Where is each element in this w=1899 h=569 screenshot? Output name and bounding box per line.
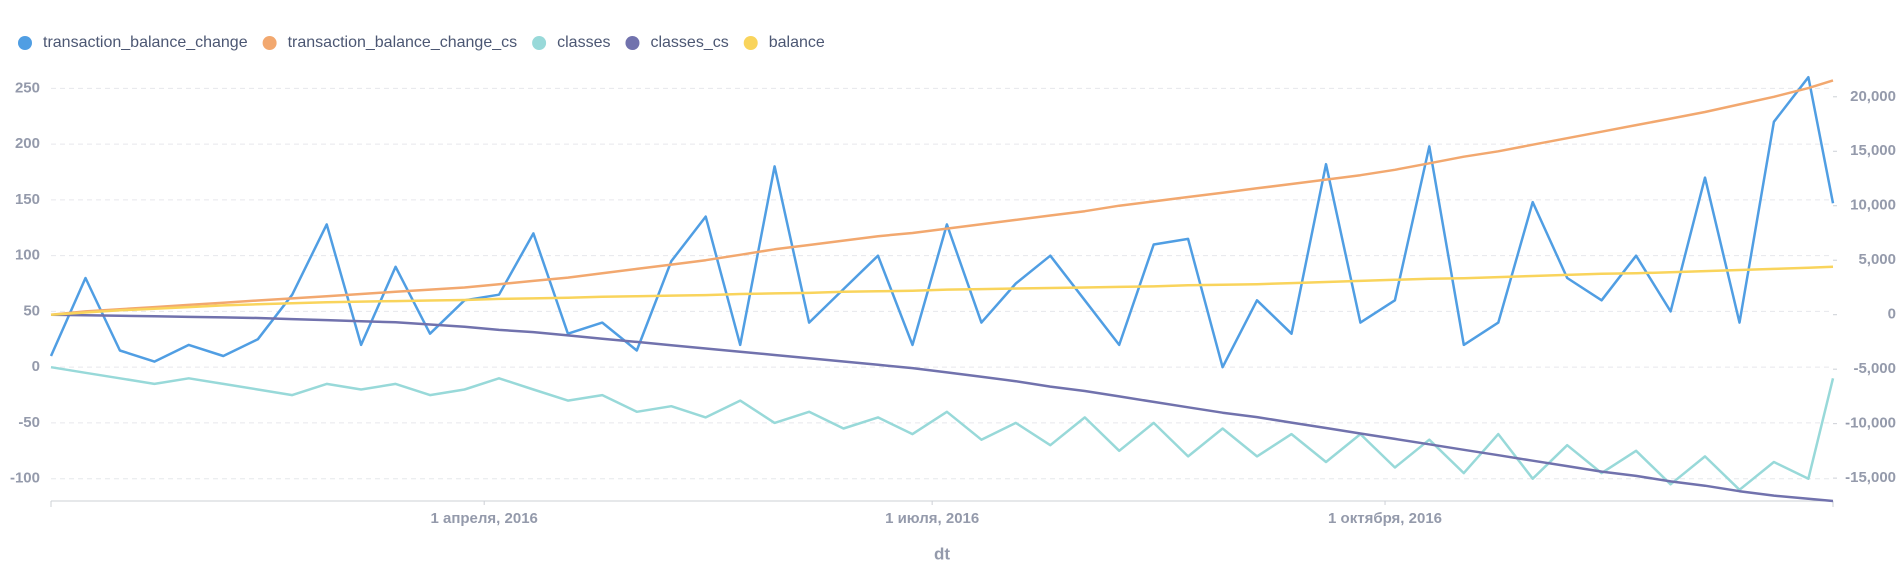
series-line [49,75,1835,369]
legend-swatch [743,36,758,50]
x-tick-label: 1 июля, 2016 [885,510,979,527]
y-tick-label: 200 [15,135,40,152]
y2-tick-label: -10,000 [1845,415,1896,432]
legend-label: balance [769,34,825,51]
legend-label: classes [557,34,610,51]
y2-tick-label: -15,000 [1845,469,1896,486]
series-line [50,365,1835,492]
y2-tick-label: 0 [1888,306,1896,323]
y2-tick-label: 5,000 [1858,251,1896,268]
y-tick-label: 100 [15,247,40,264]
x-axis-label: dt [934,544,950,563]
legend-swatch [262,36,277,50]
series-line [50,79,1834,316]
y2-tick-label: 20,000 [1850,88,1896,105]
legend-swatch [532,36,547,50]
legend-label: transaction_balance_change_cs [288,34,518,51]
legend-label: classes_cs [650,34,728,51]
series-line [50,265,1834,316]
y-tick-label: 0 [32,358,40,375]
y-tick-label: -100 [10,470,40,487]
legend-swatch [18,36,32,50]
series-line [50,313,1834,503]
legend-swatch [625,36,640,50]
y-tick-label: 50 [23,302,40,319]
y2-tick-label: 10,000 [1850,197,1896,214]
y-tick-label: 250 [15,79,40,96]
y2-tick-label: 15,000 [1850,142,1896,159]
legend-label: transaction_balance_change [43,34,248,51]
x-tick-label: 1 апреля, 2016 [430,510,537,527]
y-tick-label: -50 [18,414,40,431]
y2-tick-label: -5,000 [1853,360,1896,377]
y-tick-label: 150 [15,191,40,208]
x-tick-label: 1 октября, 2016 [1328,510,1442,527]
